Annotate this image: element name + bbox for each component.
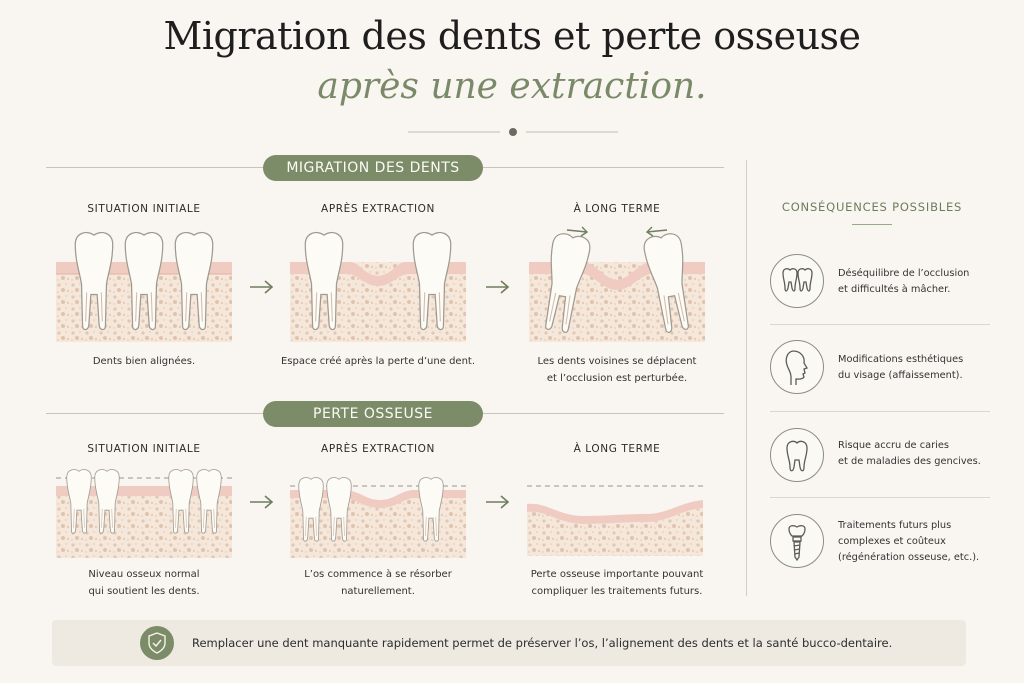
- banner-text: Remplacer une dent manquante rapidement …: [192, 636, 893, 650]
- migration-after-illustration: [290, 231, 466, 342]
- face-profile-icon: [770, 340, 824, 394]
- bone-caption-initial: Niveau osseux normal qui soutient les de…: [39, 566, 249, 600]
- migration-section-label: MIGRATION DES DENTS: [263, 155, 483, 181]
- caption-line: naturellement.: [341, 586, 415, 597]
- bone-caption-long: Perte osseuse importante pouvant compliq…: [512, 566, 722, 600]
- consequence-separator: [770, 411, 990, 412]
- title-divider: [408, 128, 618, 136]
- migration-heading-after: APRÈS EXTRACTION: [321, 203, 435, 215]
- consequence-text: Déséquilibre de l’occlusion et difficult…: [838, 266, 993, 298]
- consequence-line: du visage (affaissement).: [838, 370, 963, 381]
- caption-line: Dents bien alignées.: [92, 356, 196, 367]
- consequences-title: CONSÉQUENCES POSSIBLES: [781, 200, 963, 214]
- consequence-line: Risque accru de caries: [838, 440, 949, 451]
- consequence-line: Traitements futurs plus: [838, 520, 952, 531]
- page-title: Migration des dents et perte osseuse: [163, 14, 861, 58]
- bone-after-illustration: [290, 477, 466, 558]
- consequence-line: complexes et coûteux: [838, 536, 946, 547]
- migration-heading-initial: SITUATION INITIALE: [87, 203, 201, 215]
- consequence-line: Déséquilibre de l’occlusion: [838, 268, 970, 279]
- tooth-icon: [770, 428, 824, 482]
- arrow-right-icon: [486, 280, 510, 294]
- migration-caption-initial: Dents bien alignées.: [39, 353, 249, 370]
- caption-line: Espace créé après la perte d’une dent.: [280, 356, 476, 367]
- caption-line: Niveau osseux normal: [88, 569, 200, 580]
- consequence-item: Traitements futurs plus complexes et coû…: [770, 514, 990, 574]
- bone-heading-long: À LONG TERME: [573, 443, 661, 455]
- consequences-underline: [852, 224, 892, 225]
- bone-long-term-illustration: [527, 485, 703, 556]
- migration-caption-long: Les dents voisines se déplacent et l’occ…: [512, 353, 722, 387]
- caption-line: qui soutient les dents.: [88, 586, 200, 597]
- caption-line: compliquer les traitements futurs.: [531, 586, 703, 597]
- consequence-text: Traitements futurs plus complexes et coû…: [838, 518, 993, 566]
- caption-line: et l’occlusion est perturbée.: [546, 373, 688, 384]
- consequence-text: Risque accru de caries et de maladies de…: [838, 438, 993, 470]
- bone-heading-initial: SITUATION INITIALE: [87, 443, 201, 455]
- consequence-line: Modifications esthétiques: [838, 354, 964, 365]
- dental-implant-icon: [770, 514, 824, 568]
- bone-heading-after: APRÈS EXTRACTION: [321, 443, 435, 455]
- bone-loss-section-label: PERTE OSSEUSE: [263, 401, 483, 427]
- migration-caption-after: Espace créé après la perte d’une dent.: [273, 353, 483, 370]
- consequence-separator: [770, 497, 990, 498]
- consequence-item: Risque accru de caries et de maladies de…: [770, 428, 990, 488]
- migration-initial-illustration: [56, 231, 232, 342]
- caption-line: Perte osseuse importante pouvant: [530, 569, 704, 580]
- caption-line: Les dents voisines se déplacent: [537, 356, 697, 367]
- consequence-item: Déséquilibre de l’occlusion et difficult…: [770, 254, 990, 314]
- arrow-right-icon: [486, 495, 510, 509]
- consequence-line: (régénération osseuse, etc.).: [838, 552, 980, 563]
- column-divider: [746, 160, 747, 596]
- arrow-right-icon: [250, 495, 274, 509]
- consequence-separator: [770, 324, 990, 325]
- bone-initial-illustration: [56, 469, 232, 558]
- consequence-item: Modifications esthétiques du visage (aff…: [770, 340, 990, 400]
- shield-check-icon: [140, 626, 174, 660]
- consequence-line: et difficultés à mâcher.: [838, 284, 951, 295]
- bottom-banner: Remplacer une dent manquante rapidement …: [52, 620, 966, 666]
- migration-heading-long: À LONG TERME: [573, 203, 661, 215]
- arrow-right-icon: [250, 280, 274, 294]
- migration-long-term-illustration: [529, 226, 705, 342]
- consequence-text: Modifications esthétiques du visage (aff…: [838, 352, 993, 384]
- consequence-line: et de maladies des gencives.: [838, 456, 981, 467]
- bone-caption-after: L’os commence à se résorber naturellemen…: [273, 566, 483, 600]
- two-teeth-icon: [770, 254, 824, 308]
- caption-line: L’os commence à se résorber: [304, 569, 452, 580]
- page-subtitle: après une extraction.: [317, 66, 707, 107]
